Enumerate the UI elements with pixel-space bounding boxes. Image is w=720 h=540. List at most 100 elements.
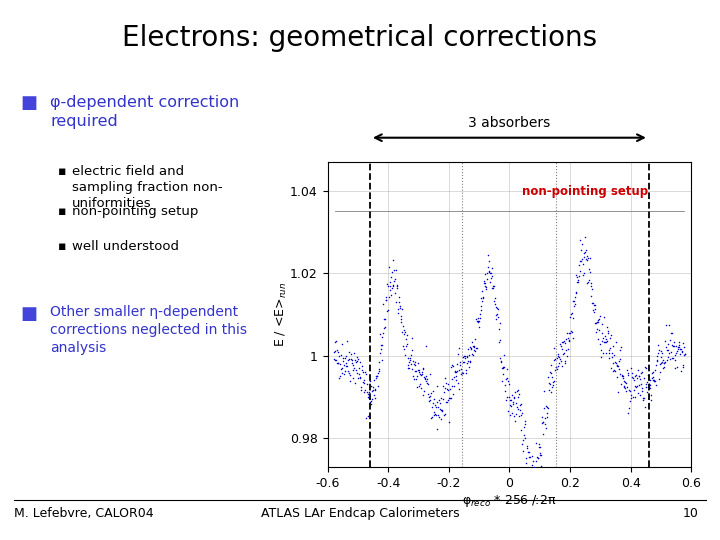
- Point: [493, 325, 505, 334]
- Point: [647, 373, 659, 381]
- Point: [346, 355, 357, 364]
- Point: [502, 407, 513, 415]
- Point: [520, 420, 531, 429]
- Point: [611, 373, 622, 381]
- Point: [362, 390, 374, 399]
- Point: [369, 386, 380, 394]
- Point: [631, 382, 643, 390]
- Point: [407, 334, 418, 343]
- Point: [354, 374, 366, 383]
- Point: [678, 350, 690, 359]
- Point: [474, 309, 485, 318]
- Point: [554, 359, 565, 368]
- Point: [471, 343, 482, 352]
- Point: [597, 337, 608, 346]
- Point: [379, 315, 390, 324]
- Point: [512, 405, 523, 414]
- Point: [598, 313, 610, 321]
- Point: [606, 349, 618, 357]
- Point: [414, 366, 426, 374]
- Point: [523, 448, 535, 456]
- Point: [509, 412, 521, 421]
- Point: [411, 382, 423, 391]
- Point: [468, 342, 480, 351]
- Point: [348, 366, 359, 375]
- Point: [401, 340, 413, 348]
- Point: [665, 329, 677, 338]
- Point: [431, 397, 443, 406]
- Point: [653, 346, 665, 355]
- Point: [444, 394, 456, 402]
- Point: [621, 366, 633, 374]
- Point: [630, 383, 642, 391]
- Point: [400, 342, 412, 351]
- Point: [608, 365, 620, 374]
- Point: [375, 345, 387, 353]
- Point: [442, 396, 454, 405]
- Point: [462, 344, 474, 353]
- Point: [420, 372, 432, 380]
- Point: [397, 322, 408, 330]
- Point: [624, 386, 635, 395]
- Point: [356, 362, 368, 370]
- Point: [373, 367, 384, 375]
- Point: [634, 381, 645, 389]
- Point: [454, 366, 465, 375]
- Point: [621, 383, 632, 391]
- Point: [652, 340, 664, 349]
- Point: [435, 394, 446, 403]
- Point: [531, 453, 543, 461]
- Point: [436, 407, 448, 416]
- Point: [487, 284, 499, 293]
- Point: [556, 345, 567, 353]
- Point: [381, 292, 392, 301]
- Point: [667, 354, 678, 362]
- Point: [395, 304, 406, 313]
- Point: [536, 418, 547, 427]
- Point: [390, 298, 402, 306]
- Point: [361, 393, 373, 402]
- Point: [379, 315, 390, 323]
- Point: [679, 350, 690, 359]
- Point: [619, 384, 631, 393]
- Point: [359, 385, 371, 394]
- Point: [656, 359, 667, 367]
- Point: [351, 365, 362, 374]
- Point: [610, 338, 621, 346]
- Point: [432, 402, 444, 411]
- Point: [620, 387, 631, 395]
- Point: [356, 385, 367, 394]
- Point: [367, 383, 379, 391]
- Point: [374, 348, 386, 357]
- Point: [583, 275, 595, 284]
- Point: [448, 362, 459, 370]
- Point: [461, 352, 472, 360]
- Point: [354, 358, 365, 367]
- Point: [667, 340, 678, 349]
- Point: [333, 352, 345, 360]
- Point: [373, 365, 384, 374]
- Point: [343, 369, 355, 377]
- Point: [393, 298, 405, 307]
- Point: [572, 273, 583, 282]
- Point: [546, 372, 558, 381]
- Point: [462, 359, 473, 367]
- Point: [343, 367, 354, 375]
- Point: [589, 300, 600, 309]
- Point: [344, 377, 356, 386]
- Point: [381, 307, 392, 315]
- Point: [454, 358, 466, 367]
- Point: [478, 279, 490, 288]
- Point: [511, 387, 523, 396]
- Point: [608, 342, 619, 350]
- Point: [552, 362, 563, 370]
- Point: [529, 466, 541, 475]
- Point: [477, 286, 488, 295]
- Point: [479, 281, 490, 290]
- Point: [488, 296, 500, 305]
- Point: [516, 410, 527, 419]
- Point: [598, 349, 609, 358]
- Point: [502, 392, 513, 401]
- Point: [676, 347, 688, 356]
- Point: [648, 376, 660, 384]
